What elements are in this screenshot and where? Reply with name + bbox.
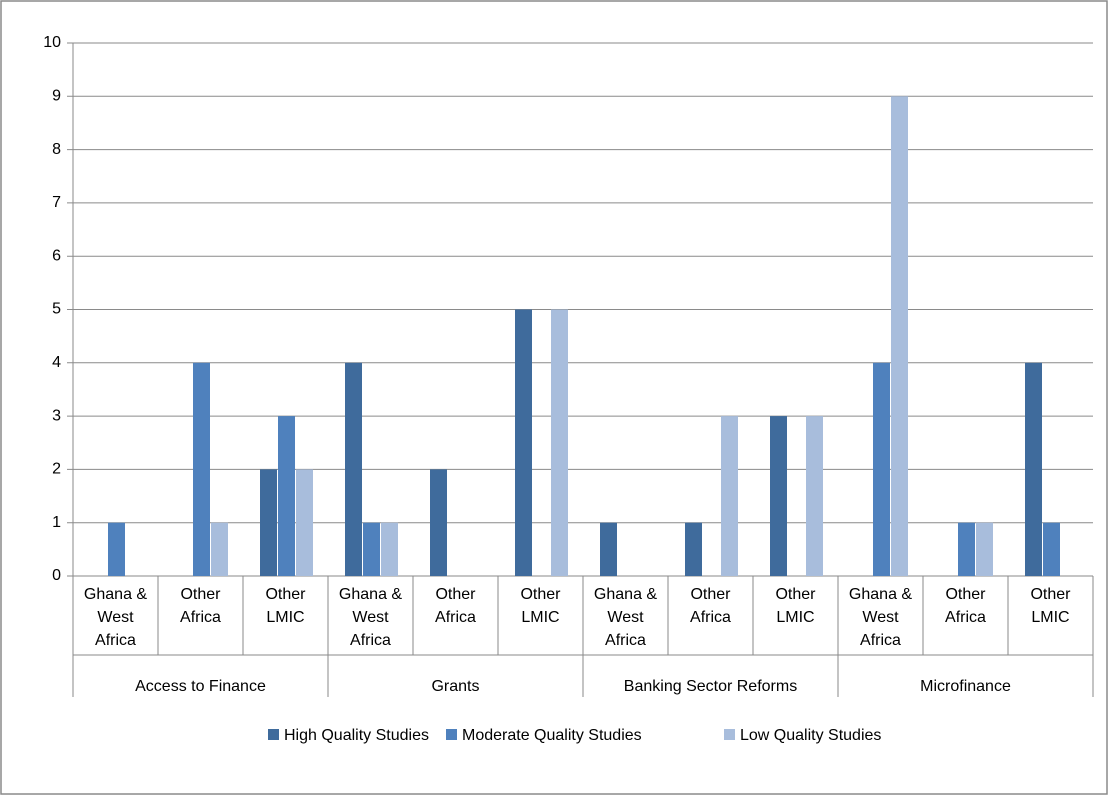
- y-tick-label: 6: [52, 247, 61, 264]
- bar: [1043, 522, 1060, 576]
- x-tick-label: Ghana & West Africa: [593, 586, 658, 649]
- x-tick-label: Ghana & West Africa: [83, 586, 148, 649]
- x-tick-label: Other LMIC: [1030, 586, 1071, 626]
- y-tick-label: 2: [52, 461, 61, 478]
- y-tick-label: 10: [43, 34, 61, 51]
- x-tick-label: Other LMIC: [775, 586, 816, 626]
- x-tick-label: Other LMIC: [265, 586, 306, 626]
- bar: [296, 469, 313, 576]
- bar: [600, 522, 617, 576]
- bar: [958, 522, 975, 576]
- y-tick-label: 5: [52, 301, 61, 318]
- y-tick-label: 9: [52, 88, 61, 105]
- x-tick-label: Other Africa: [435, 586, 476, 626]
- legend-label: Moderate Quality Studies: [462, 727, 642, 744]
- y-tick-label: 0: [52, 567, 61, 584]
- y-tick-label: 8: [52, 141, 61, 158]
- group-label: Microfinance: [920, 678, 1011, 695]
- bar: [721, 416, 738, 576]
- bar: [108, 522, 125, 576]
- group-label: Grants: [431, 678, 480, 695]
- x-tick-label: Ghana & West Africa: [338, 586, 403, 649]
- x-tick-label: Ghana & West Africa: [848, 586, 913, 649]
- bar: [551, 309, 568, 576]
- bar: [806, 416, 823, 576]
- y-tick-label: 1: [52, 514, 61, 531]
- bar: [685, 522, 702, 576]
- bar: [770, 416, 787, 576]
- x-tick-label: Other Africa: [690, 586, 731, 626]
- bar: [260, 469, 277, 576]
- y-tick-label: 4: [52, 354, 61, 371]
- y-tick-label: 3: [52, 407, 61, 424]
- bar: [278, 416, 295, 576]
- y-tick-label: 7: [52, 194, 61, 211]
- x-tick-label: Other Africa: [180, 586, 221, 626]
- x-tick-label: Other Africa: [945, 586, 986, 626]
- legend-swatch: [268, 729, 279, 740]
- bar: [976, 522, 993, 576]
- group-label: Banking Sector Reforms: [623, 678, 798, 695]
- bar: [211, 522, 228, 576]
- legend-label: High Quality Studies: [284, 727, 429, 744]
- bar: [515, 309, 532, 576]
- bar: [381, 522, 398, 576]
- x-tick-label: Other LMIC: [520, 586, 561, 626]
- bar: [345, 362, 362, 576]
- legend-swatch: [724, 729, 735, 740]
- bar: [1025, 362, 1042, 576]
- bar: [363, 522, 380, 576]
- bar: [873, 362, 890, 576]
- bar: [193, 362, 210, 576]
- bar: [891, 96, 908, 577]
- group-label: Access to Finance: [135, 678, 266, 695]
- legend-swatch: [446, 729, 457, 740]
- legend-label: Low Quality Studies: [740, 727, 881, 744]
- bar: [430, 469, 447, 576]
